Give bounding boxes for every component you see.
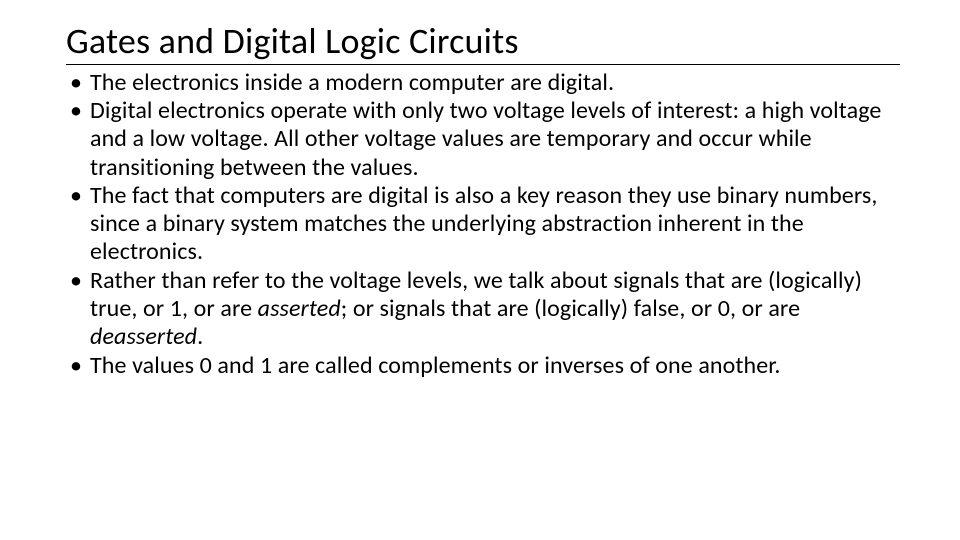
bullet-item: The electronics inside a modern computer… [70, 69, 900, 97]
bullet-text: ; or signals that are (logically) false,… [341, 294, 800, 323]
bullet-text: Digital electronics operate with only tw… [90, 96, 881, 182]
bullet-item: Rather than refer to the voltage levels,… [70, 267, 900, 352]
slide-container: Gates and Digital Logic Circuits The ele… [0, 0, 960, 400]
bullet-text: The electronics inside a modern computer… [90, 68, 614, 97]
bullet-item: Digital electronics operate with only tw… [70, 97, 900, 182]
bullet-text: . [197, 322, 203, 351]
bullet-list: The electronics inside a modern computer… [66, 69, 900, 380]
bullet-item: The fact that computers are digital is a… [70, 182, 900, 267]
bullet-item: The values 0 and 1 are called complement… [70, 352, 900, 380]
bullet-text: The values 0 and 1 are called complement… [90, 351, 781, 380]
slide-title: Gates and Digital Logic Circuits [66, 22, 900, 65]
bullet-text-italic: asserted [258, 294, 341, 323]
bullet-text-italic: deasserted [90, 322, 197, 351]
bullet-text: The fact that computers are digital is a… [90, 181, 877, 267]
